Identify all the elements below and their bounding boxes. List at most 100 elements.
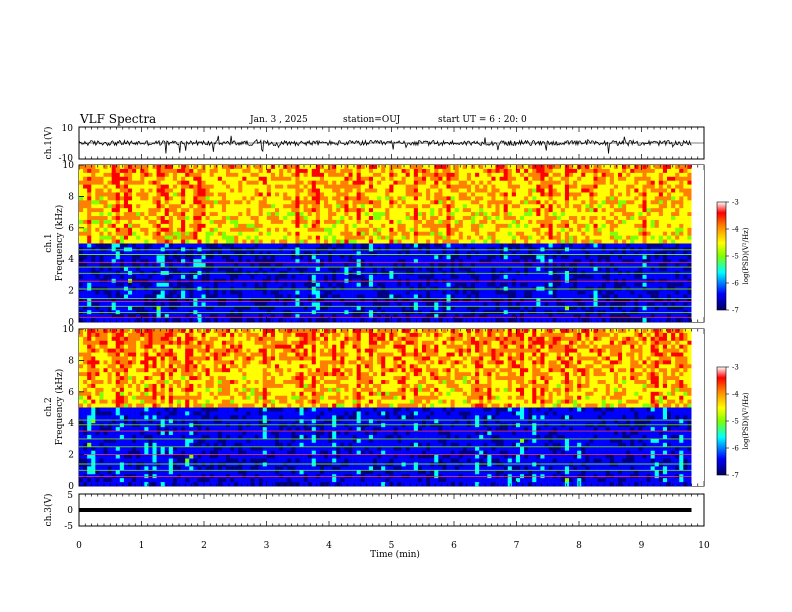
spectrogram-cell	[426, 243, 431, 248]
spectrogram-cell	[262, 216, 268, 221]
spectrogram-cell	[524, 172, 529, 178]
spectrogram-cell	[417, 204, 423, 209]
spectrogram-cell	[221, 282, 227, 287]
spectrogram-cell	[328, 255, 333, 260]
spectrogram-cell	[442, 196, 447, 201]
spectrogram-cell	[213, 165, 219, 170]
spectrogram-cell	[111, 168, 117, 174]
spectrogram-cell	[454, 180, 460, 185]
spectrogram-cell	[422, 243, 427, 248]
spectrogram-cell	[483, 263, 488, 268]
spectrogram-cell	[560, 298, 566, 303]
spectrogram-cell	[185, 239, 190, 244]
spectrogram-cell	[287, 259, 292, 264]
spectrogram-cell	[401, 196, 406, 201]
spectrogram-cell	[540, 294, 545, 299]
spectrogram-cell	[185, 219, 190, 225]
spectrogram-cell	[193, 200, 198, 205]
spectrogram-cell	[87, 263, 92, 268]
spectrogram-cell	[230, 223, 235, 229]
spectrogram-cell	[140, 180, 145, 185]
spectrogram-cell	[164, 235, 170, 240]
spectrogram-cell	[515, 251, 521, 256]
spectrogram-cell	[540, 223, 545, 229]
spectrogram-cell	[454, 200, 460, 205]
spectrogram-cell	[548, 188, 553, 193]
spectrogram-cell	[111, 282, 117, 287]
spectrogram-cell	[340, 318, 345, 323]
spectrogram-cell	[413, 306, 419, 311]
spectrogram-cell	[556, 251, 562, 256]
spectrogram-cell	[213, 208, 219, 213]
spectrogram-cell	[422, 172, 427, 178]
spectrogram-cell	[238, 298, 243, 303]
spectrogram-cell	[189, 267, 194, 272]
spectrogram-cell	[438, 204, 443, 209]
spectrogram-cell	[454, 314, 460, 319]
spectrogram-cell	[311, 294, 317, 299]
spectrogram-cell	[230, 294, 235, 299]
spectrogram-cell	[283, 172, 288, 178]
spectrogram-cell	[462, 251, 468, 256]
spectrogram-cell	[132, 212, 137, 217]
spectrogram-cell	[213, 259, 219, 264]
spectrogram-cell	[544, 227, 549, 233]
spectrogram-cell	[103, 306, 108, 311]
spectrogram-cell	[373, 314, 378, 319]
spectrogram-cell	[569, 259, 574, 264]
spectrogram-cell	[254, 318, 259, 323]
spectrogram-cell	[152, 282, 157, 287]
spectrogram-cell	[364, 282, 370, 287]
spectrogram-cell	[262, 165, 268, 170]
spectrogram-cell	[368, 168, 374, 174]
spectrogram-cell	[91, 239, 96, 244]
spectrogram-cell	[303, 306, 308, 311]
spectrogram-cell	[168, 188, 174, 193]
spectrogram-cell	[99, 216, 104, 221]
spectrogram-cell	[466, 192, 472, 197]
spectrogram-cell	[246, 290, 251, 295]
spectrogram-cell	[446, 200, 451, 205]
spectrogram-cell	[483, 227, 488, 233]
spectrogram-cell	[95, 196, 100, 201]
spectrogram-cell	[564, 243, 570, 248]
spectrogram-cell	[209, 204, 215, 209]
spectrogram-cell	[495, 176, 500, 181]
spectrogram-cell	[242, 200, 247, 205]
spectrogram-cell	[393, 235, 398, 240]
spectrogram-cell	[221, 204, 227, 209]
spectrogram-cell	[246, 302, 251, 307]
spectrogram-cell	[230, 196, 235, 201]
spectrogram-cell	[136, 208, 141, 213]
spectrogram-cell	[258, 216, 264, 221]
spectrogram-cell	[303, 168, 308, 174]
spectrogram-cell	[217, 196, 223, 201]
spectrogram-cell	[417, 180, 423, 185]
spectrogram-cell	[87, 168, 92, 174]
spectrogram-cell	[234, 282, 239, 287]
spectrogram-cell	[156, 282, 161, 287]
spectrogram-cell	[548, 204, 553, 209]
spectrogram-cell	[520, 180, 525, 185]
spectrogram-cell	[324, 227, 329, 233]
spectrogram-cell	[540, 165, 545, 170]
spectrogram-cell	[340, 188, 345, 193]
spectrogram-cell	[450, 294, 455, 299]
spectrogram-cell	[226, 231, 231, 236]
spectrogram-cell	[254, 204, 259, 209]
spectrogram-cell	[177, 216, 182, 221]
spectrogram-cell	[479, 227, 484, 233]
spectrogram-cell	[356, 318, 362, 323]
spectrogram-cell	[503, 239, 509, 244]
date-label: Jan. 3 , 2025	[249, 115, 308, 125]
spectrogram-cell	[344, 302, 349, 307]
spectrogram-cell	[430, 219, 435, 225]
spectrogram-cell	[160, 231, 166, 236]
spectrogram-cell	[385, 306, 390, 311]
spectrogram-cell	[197, 274, 202, 280]
spectrogram-cell	[385, 255, 390, 260]
spectrogram-cell	[144, 188, 149, 193]
spectrogram-cell	[193, 212, 198, 217]
spectrogram-cell	[503, 219, 509, 225]
spectrogram-cell	[450, 176, 455, 181]
